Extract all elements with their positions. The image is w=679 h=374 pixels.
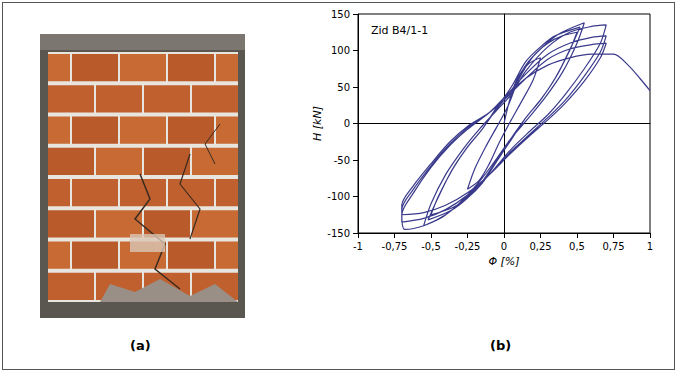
svg-text:-50: -50 xyxy=(334,155,350,166)
svg-text:-100: -100 xyxy=(327,191,350,202)
svg-text:100: 100 xyxy=(331,45,350,56)
html-text:(a): (a) xyxy=(130,338,151,353)
svg-text:0,25: 0,25 xyxy=(529,241,551,252)
svg-text:H [kN]: H [kN] xyxy=(311,106,324,141)
svg-text:0: 0 xyxy=(501,241,507,252)
svg-text:Φ [%]: Φ [%] xyxy=(488,255,519,268)
svg-text:-1: -1 xyxy=(353,241,363,252)
svg-text:Zid B4/1-1: Zid B4/1-1 xyxy=(371,24,428,37)
svg-text:0,5: 0,5 xyxy=(569,241,585,252)
svg-text:50: 50 xyxy=(337,82,350,93)
svg-text:1: 1 xyxy=(647,241,653,252)
svg-text:150: 150 xyxy=(331,9,350,20)
svg-text:-0,5: -0,5 xyxy=(421,241,441,252)
svg-text:0,75: 0,75 xyxy=(602,241,624,252)
svg-text:-0,75: -0,75 xyxy=(382,241,408,252)
html-text:(b): (b) xyxy=(490,338,512,353)
svg-text:0: 0 xyxy=(344,118,350,129)
svg-text:-0,25: -0,25 xyxy=(455,241,481,252)
svg-text:-150: -150 xyxy=(327,228,350,239)
